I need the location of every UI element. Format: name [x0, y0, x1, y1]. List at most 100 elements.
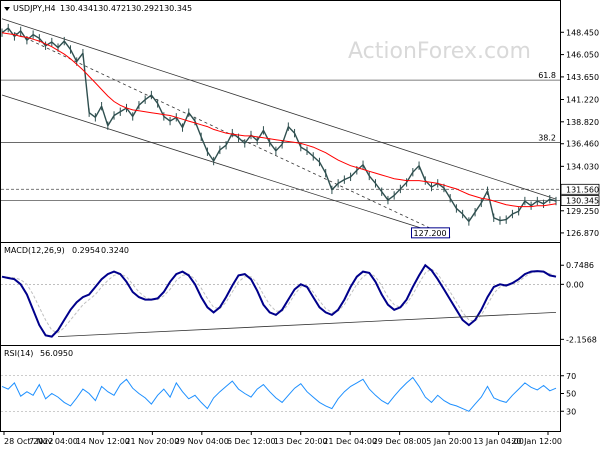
rsi-plot	[1, 375, 560, 412]
price-y-tick-label: 148.450	[566, 28, 599, 37]
price-segment	[300, 146, 308, 152]
ohlc-high: 130.472	[93, 4, 126, 13]
price-segment	[412, 165, 420, 173]
price-segment	[455, 207, 464, 215]
x-tick-label: 7 Nov 04:00	[29, 437, 78, 446]
price-segment	[213, 149, 221, 162]
macd-y-tick-label: 0.7486	[566, 261, 594, 270]
price-segment	[238, 137, 246, 144]
price-segment	[269, 142, 277, 152]
price-tag-box	[560, 195, 600, 207]
x-tick-label: 29 Nov 04:00	[175, 437, 229, 446]
price-segment	[281, 126, 289, 145]
price-segment	[524, 200, 532, 207]
macd-trendline	[58, 311, 557, 338]
price-segment	[356, 164, 364, 171]
price-segment	[1, 27, 9, 34]
axes: 148.450 146.050 143.650 141.220 138.820 136.4…	[3, 28, 600, 446]
price-segment	[368, 175, 377, 184]
price-segment	[107, 115, 115, 127]
low-annotation-label: 127.200	[414, 229, 447, 238]
price-segment	[69, 49, 78, 62]
price-segment	[113, 111, 121, 117]
price-y-tick-label: 138.820	[566, 118, 599, 127]
rsi-y-tick-label: 30	[566, 407, 576, 416]
price-segment	[175, 116, 184, 128]
price-y-tick-label: 129.250	[566, 207, 599, 216]
symbol-label: USDJPY,H4	[13, 4, 56, 13]
price-segment	[163, 115, 171, 122]
price-segment	[344, 176, 351, 181]
price-y-tick-label: 136.460	[566, 140, 599, 149]
price-segment	[119, 107, 127, 113]
x-tick-label: 28 Oct 2022	[4, 437, 53, 446]
macd-header: MACD(12,26,9) 0.2954 0.3240	[4, 246, 129, 255]
price-segment	[306, 150, 314, 157]
price-segment	[188, 112, 196, 122]
macd-line	[1, 263, 557, 338]
price-panel-frame	[0, 0, 561, 243]
x-tick-label: 13 Dec 20:00	[274, 437, 328, 446]
x-tick-label: 14 Nov 12:00	[76, 437, 130, 446]
price-segment	[76, 52, 84, 62]
price-segment	[138, 99, 146, 106]
price-segment	[549, 198, 557, 202]
x-tick-label: 21 Dec 04:00	[323, 437, 377, 446]
watermark: ActionForex.com	[348, 39, 531, 64]
price-segment	[256, 129, 265, 141]
price-segment	[468, 211, 476, 222]
price-segment	[82, 53, 90, 113]
price-segment	[443, 187, 451, 199]
price-segment	[88, 112, 96, 118]
price-y-tick-label: 146.050	[566, 51, 599, 60]
price-segment	[449, 197, 458, 209]
price-segment	[244, 134, 252, 144]
price-segment	[219, 144, 227, 151]
price-segment	[45, 41, 53, 47]
price-segment	[312, 155, 320, 163]
macd-y-tick-label: 0.00	[566, 280, 584, 289]
price-segment	[418, 165, 426, 181]
price-segment	[262, 130, 271, 143]
price-segment	[51, 41, 59, 49]
price-segment	[13, 30, 22, 37]
collapse-triangle-icon[interactable]	[4, 7, 10, 11]
rsi-line	[1, 376, 557, 412]
price-tag-box	[560, 183, 600, 195]
price-segment	[26, 34, 34, 41]
price-segment	[32, 33, 40, 39]
price-segment	[486, 190, 495, 218]
price-tag-label: 130.345	[566, 197, 599, 206]
ohlc-close: 130.345	[159, 4, 192, 13]
price-segment	[225, 132, 233, 146]
price-segment	[200, 136, 209, 153]
channel-upper-line	[1, 18, 557, 200]
x-tick-label: 21 Nov 20:00	[125, 437, 179, 446]
price-segment	[275, 143, 283, 152]
price-segment	[169, 116, 177, 122]
price-segment	[399, 181, 408, 190]
price-tag-label: 131.560	[566, 185, 599, 194]
rsi-header: RSI(14) 56.0950	[4, 349, 73, 358]
rsi-name: RSI(14)	[4, 349, 33, 358]
fib-level-label: 61.8	[538, 71, 556, 80]
low-annotation-box	[411, 227, 451, 239]
price-segment	[474, 202, 482, 213]
ohlc-open: 130.434	[60, 4, 93, 13]
channel-lower-line	[1, 94, 451, 238]
price-segment	[125, 107, 134, 117]
price-segment	[331, 182, 339, 191]
x-tick-label: 13 Jan 04:00	[473, 437, 524, 446]
price-y-tick-label: 126.870	[566, 229, 599, 238]
price-segment	[512, 210, 519, 215]
rsi-y-tick-label: 70	[566, 372, 576, 381]
price-segment	[293, 132, 302, 148]
price-segment	[387, 194, 395, 201]
price-segment	[393, 188, 401, 196]
price-segment	[318, 161, 327, 174]
price-header: USDJPY,H4 130.434 130.472 130.292 130.34…	[4, 4, 192, 13]
price-plot: 61.8 38.2 127.200	[1, 18, 560, 239]
x-tick-label: 20 Jan 12:00	[511, 437, 562, 446]
price-y-tick-label: 141.220	[566, 95, 599, 104]
